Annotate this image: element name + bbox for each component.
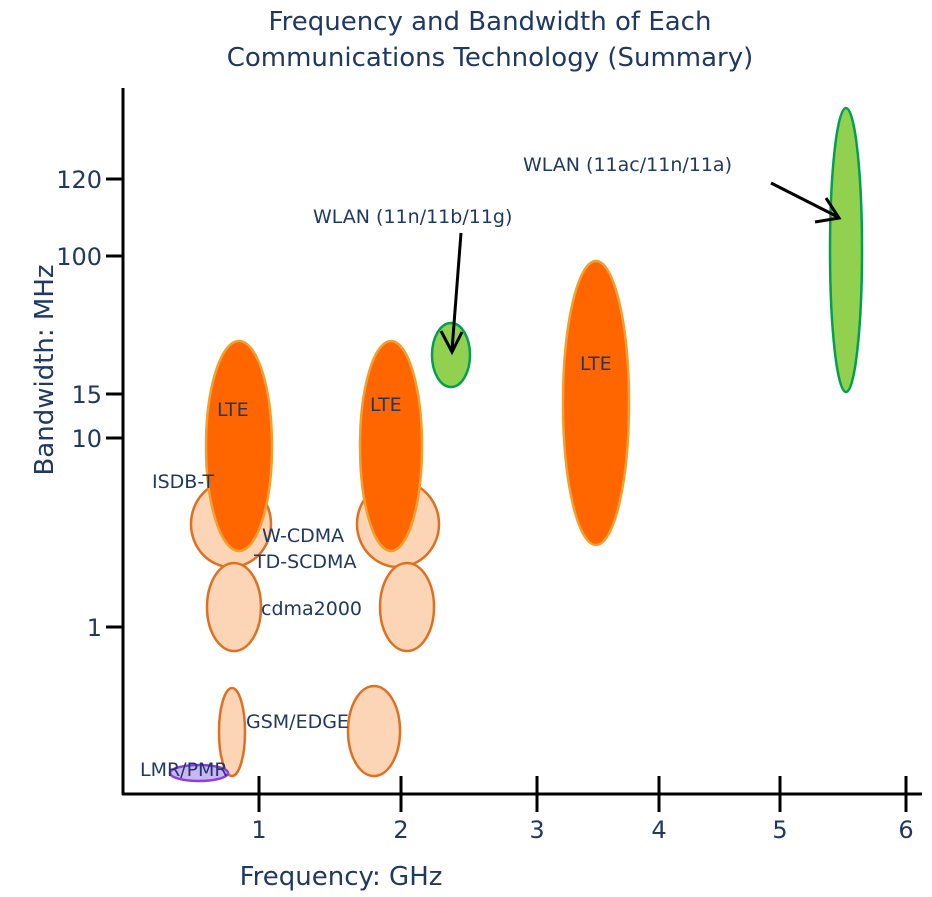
wlan-11n-arrow-shaft — [450, 232, 463, 351]
chart-title-line-1: Frequency and Bandwidth of Each — [268, 7, 712, 37]
x-tick-label: 1 — [251, 816, 266, 844]
y-tick-label: 10 — [71, 425, 102, 453]
y-tick-label: 1 — [87, 614, 102, 642]
wlan-11n-arrow-head — [439, 330, 464, 356]
y-tick-label: 100 — [56, 243, 102, 271]
chart-title-line-2: Communications Technology (Summary) — [226, 43, 754, 73]
gsm-edge-region-2 — [346, 684, 402, 778]
y-tick-label: 120 — [56, 166, 102, 194]
lte-region-2 — [358, 339, 424, 553]
lte-region-3 — [561, 259, 631, 547]
isdb-t-label: ISDB-T — [152, 471, 214, 493]
lte-region-1 — [204, 339, 274, 553]
cdma2000-label: cdma2000 — [261, 598, 362, 620]
wlan-11ac-arrow-head — [814, 197, 842, 224]
y-tick-label: 15 — [71, 381, 102, 409]
wlan-11ac-arrow-shaft — [770, 181, 839, 219]
lte-label-2: LTE — [370, 394, 402, 416]
x-tick-label: 3 — [529, 816, 544, 844]
lmr-pmr-label: LMR/PMR — [140, 759, 228, 781]
td-scdma-label: TD-SCDMA — [253, 551, 356, 573]
wlan-11n-11b-11g-label: WLAN (11n/11b/11g) — [313, 206, 512, 228]
w-cdma-label: W-CDMA — [262, 525, 344, 547]
lte-label-1: LTE — [217, 399, 249, 421]
wlan-11ac-11n-11a-label: WLAN (11ac/11n/11a) — [523, 154, 732, 176]
cdma2000-region-2 — [378, 561, 436, 653]
wlan-11n-11b-11g-region — [430, 321, 472, 389]
gsm-edge-label: GSM/EDGE — [246, 711, 349, 733]
cdma2000-region-1 — [205, 561, 263, 653]
wlan-11ac-11n-11a-region — [828, 106, 864, 394]
x-axis-label: Frequency: GHz — [239, 862, 443, 892]
x-tick-label: 5 — [772, 816, 787, 844]
lte-label-3: LTE — [580, 353, 612, 375]
gsm-edge-region-1 — [217, 686, 247, 778]
x-tick-label: 2 — [393, 816, 408, 844]
lmr-pmr-region — [168, 763, 230, 783]
x-tick-label: 4 — [651, 816, 666, 844]
x-tick-label: 6 — [898, 816, 913, 844]
y-axis-label: Bandwidth: MHz — [30, 264, 60, 476]
